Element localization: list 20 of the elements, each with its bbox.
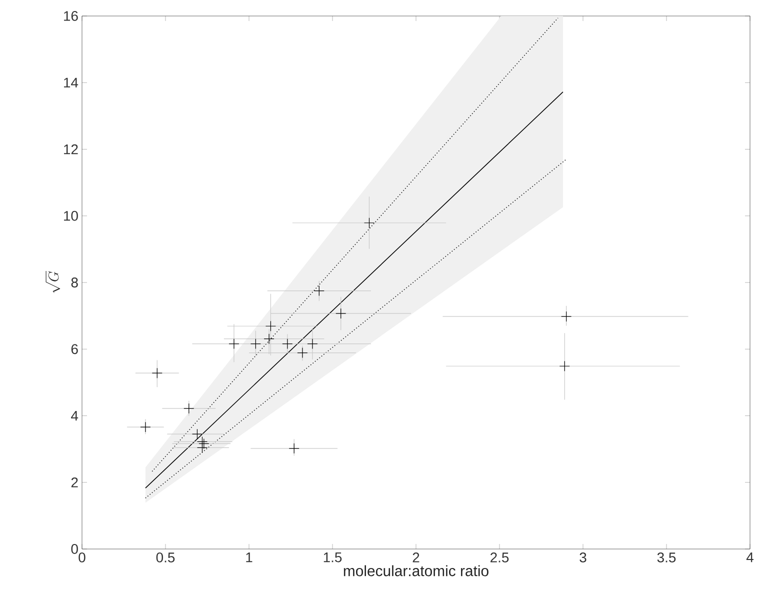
y-tick-label: 14: [64, 78, 78, 88]
x-tick-label: 4: [746, 552, 754, 562]
x-tick-label: 0: [78, 552, 86, 562]
x-tick-label: 2: [412, 552, 420, 562]
x-tick-label: 3: [580, 552, 586, 562]
x-tick-label: 1: [246, 552, 252, 562]
x-tick-label: 3.5: [657, 552, 676, 562]
x-tick-label: 2.5: [490, 552, 509, 562]
y-tick-label: 12: [64, 144, 78, 154]
x-tick-label: 1.5: [324, 552, 342, 562]
y-axis-title: $\sqrt{G}$: [46, 270, 60, 293]
y-tick-label: 10: [64, 210, 78, 221]
y-tick-label: 6: [71, 344, 78, 354]
y-tick-label: 16: [64, 11, 78, 21]
y-tick-label: 2: [71, 477, 78, 488]
x-axis-title: molecular:atomic ratio: [344, 565, 488, 576]
y-tick-label: 4: [71, 410, 78, 421]
x-tick-label: 0.5: [156, 552, 175, 562]
y-tick-label: 0: [71, 544, 78, 554]
y-tick-label: 8: [71, 278, 78, 288]
